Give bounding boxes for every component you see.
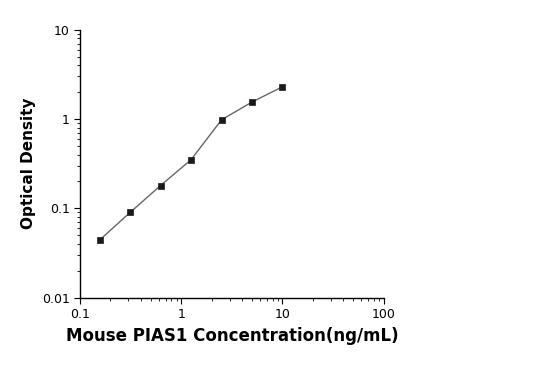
Y-axis label: Optical Density: Optical Density [21,98,36,230]
X-axis label: Mouse PIAS1 Concentration(ng/mL): Mouse PIAS1 Concentration(ng/mL) [66,327,398,344]
